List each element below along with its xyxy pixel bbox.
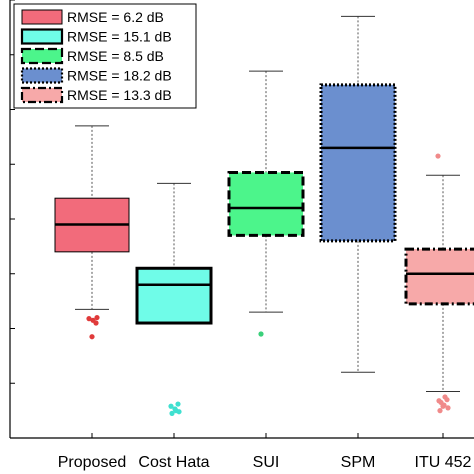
legend-swatch [20, 67, 64, 84]
outlier-point [86, 316, 92, 322]
box-body [227, 170, 305, 237]
outlier-point [440, 403, 446, 409]
x-tick-label: Proposed [58, 454, 127, 471]
legend-swatch [20, 47, 64, 65]
legend: RMSE = 6.2 dB RMSE = 15.1 dB RMSE = 8.5 dB… [13, 3, 197, 109]
legend-label: RMSE = 8.5 dB [67, 48, 164, 64]
legend-label: RMSE = 15.1 dB [67, 29, 172, 45]
box-proposed [54, 90, 130, 340]
outlier-point [437, 408, 443, 414]
outlier-point [93, 320, 99, 326]
outlier-point [175, 401, 181, 407]
box-sui [227, 70, 305, 337]
outlier-point [169, 410, 175, 416]
outlier-point [435, 153, 441, 159]
x-tick-label: SPM [341, 454, 376, 471]
outlier-point [444, 397, 450, 403]
legend-swatch [21, 9, 63, 25]
outlier-point [94, 314, 100, 321]
outlier-point [89, 334, 95, 340]
x-tick-label: ITU 452 [415, 454, 472, 471]
box-itu-452 [404, 153, 474, 414]
box-body [404, 247, 474, 306]
outlier-point [176, 409, 182, 415]
legend-swatch [20, 86, 64, 104]
outlier-point [258, 331, 264, 337]
x-tick-label: SUI [253, 454, 280, 471]
box-series [54, 15, 474, 416]
x-tick-label: Cost Hata [138, 454, 209, 471]
outlier-point [172, 406, 178, 412]
box-body [135, 266, 213, 325]
legend-swatch [20, 28, 64, 45]
box-cost-hata [135, 71, 213, 416]
outlier-point [168, 403, 174, 409]
legend-label: RMSE = 13.3 dB [67, 87, 172, 103]
x-tick-labels: Proposed Cost Hata SUI SPM ITU 452 [58, 454, 472, 471]
box-body [319, 83, 397, 243]
outlier-point [436, 398, 442, 404]
legend-label: RMSE = 6.2 dB [67, 9, 164, 25]
plot-axes [9, 0, 474, 439]
legend-label: RMSE = 18.2 dB [67, 68, 172, 84]
box-spm [319, 15, 397, 373]
outlier-point [445, 405, 451, 411]
